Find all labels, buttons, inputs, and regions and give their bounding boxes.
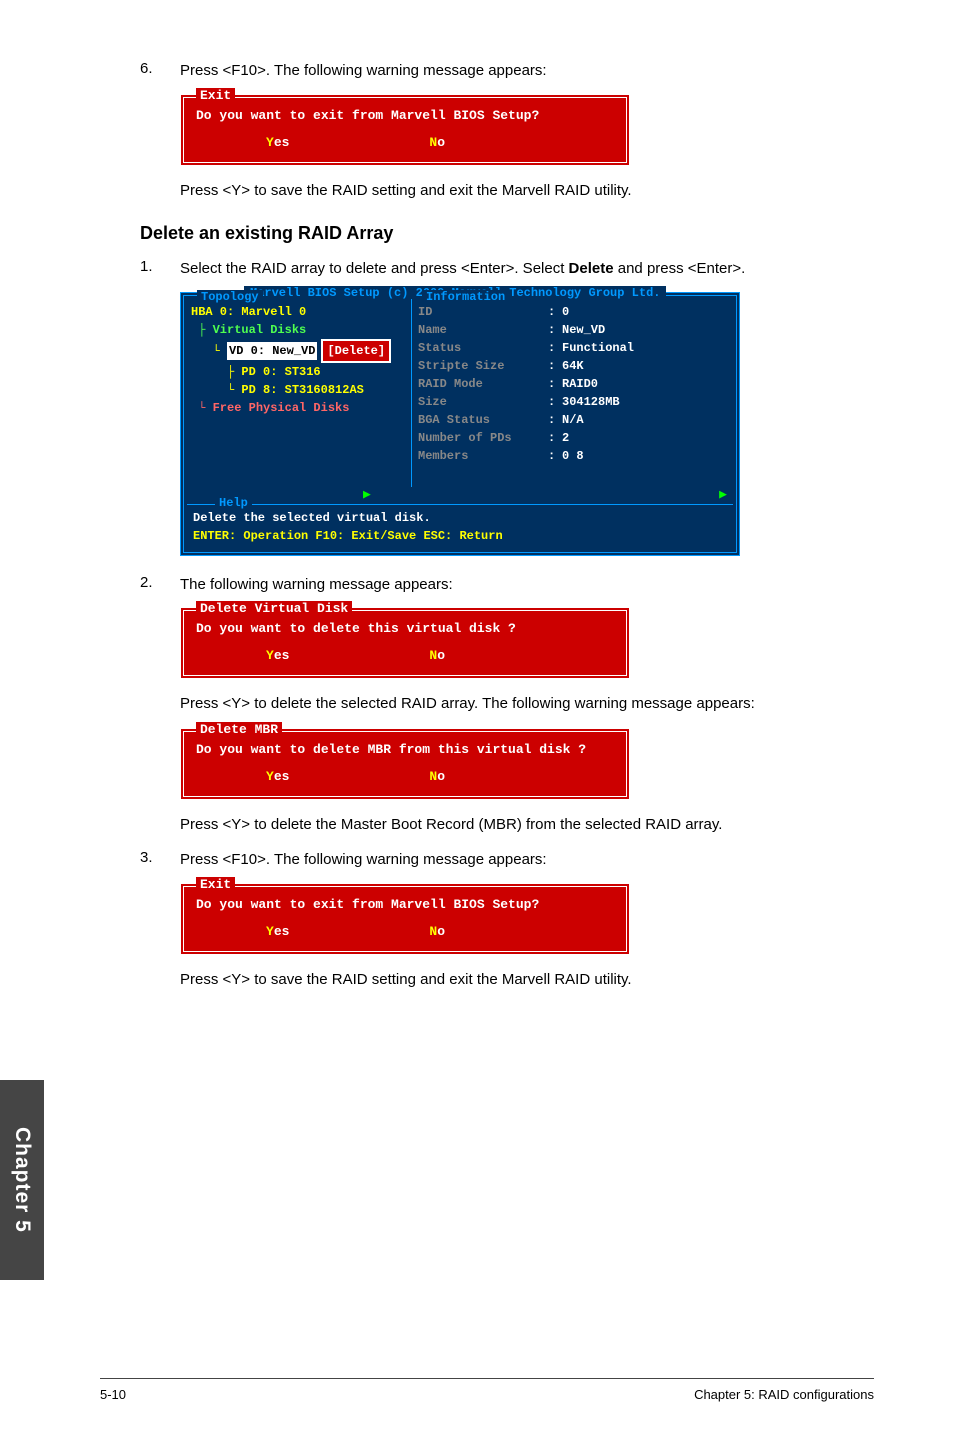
info-row: Number of PDs: 2: [418, 429, 727, 447]
help-panel: Help Delete the selected virtual disk. E…: [187, 504, 733, 549]
delete-popup[interactable]: [Delete]: [321, 339, 391, 363]
dialog-title: Exit: [196, 88, 235, 103]
info-row: Members: 0 8: [418, 447, 727, 465]
step-2-after2: Press <Y> to delete the Master Boot Reco…: [180, 816, 874, 833]
info-row: Name: New_VD: [418, 321, 727, 339]
no-option[interactable]: No: [429, 924, 445, 939]
chapter-label: Chapter 5: [10, 1127, 34, 1233]
help-text: Delete the selected virtual disk.: [193, 509, 727, 527]
step-number: 3.: [140, 849, 180, 871]
info-title: Information: [422, 290, 509, 304]
yes-option[interactable]: Yes: [266, 924, 289, 939]
info-row: Stripte Size: 64K: [418, 357, 727, 375]
no-option[interactable]: No: [429, 648, 445, 663]
exit-dialog-1: Exit Do you want to exit from Marvell BI…: [180, 94, 630, 166]
info-row: BGA Status: N/A: [418, 411, 727, 429]
step-number: 6.: [140, 60, 180, 82]
no-option[interactable]: No: [429, 769, 445, 784]
dialog-message: Do you want to delete this virtual disk …: [196, 621, 614, 636]
step-2: 2. The following warning message appears…: [140, 574, 874, 596]
page-footer: 5-10 Chapter 5: RAID configurations: [0, 1378, 954, 1402]
step-3: 3. Press <F10>. The following warning me…: [140, 849, 874, 871]
tree-vd0[interactable]: └ VD 0: New_VD[Delete]: [191, 339, 407, 363]
no-option[interactable]: No: [429, 135, 445, 150]
dialog-message: Do you want to delete MBR from this virt…: [196, 742, 614, 757]
arrow-right-icon: ▶: [719, 487, 727, 502]
topology-title: Topology: [197, 290, 263, 304]
dialog-title: Exit: [196, 877, 235, 892]
info-row: ID: 0: [418, 303, 727, 321]
topology-panel: Topology HBA 0: Marvell 0 ├ Virtual Disk…: [187, 299, 412, 487]
step-text: Select the RAID array to delete and pres…: [180, 258, 874, 280]
delete-vd-dialog: Delete Virtual Disk Do you want to delet…: [180, 607, 630, 679]
step-1: 1. Select the RAID array to delete and p…: [140, 258, 874, 280]
dialog-title: Delete Virtual Disk: [196, 601, 352, 616]
dialog-message: Do you want to exit from Marvell BIOS Se…: [196, 108, 614, 123]
step-text: Press <F10>. The following warning messa…: [180, 60, 874, 82]
section-title: Delete an existing RAID Array: [140, 223, 874, 244]
tree-hba[interactable]: HBA 0: Marvell 0: [191, 303, 407, 321]
tree-vdisks[interactable]: ├ Virtual Disks: [191, 321, 407, 339]
step-text: The following warning message appears:: [180, 574, 874, 596]
info-row: RAID Mode: RAID0: [418, 375, 727, 393]
arrow-right-icon: ▶: [363, 487, 371, 502]
yes-option[interactable]: Yes: [266, 648, 289, 663]
delete-mbr-dialog: Delete MBR Do you want to delete MBR fro…: [180, 728, 630, 800]
scroll-arrows: ▶ ▶: [187, 487, 733, 502]
page-content: 6. Press <F10>. The following warning me…: [0, 0, 954, 1044]
bios-setup-screen: Marvell BIOS Setup (c) 2009 Marvell Tech…: [180, 292, 740, 556]
chapter-tab: Chapter 5: [0, 1080, 44, 1280]
step-number: 2.: [140, 574, 180, 596]
step-text: Press <F10>. The following warning messa…: [180, 849, 874, 871]
information-panel: Information ID: 0Name: New_VDStatus: Fun…: [412, 299, 733, 487]
tree-pd0[interactable]: ├ PD 0: ST316: [191, 363, 407, 381]
chapter-title: Chapter 5: RAID configurations: [694, 1387, 874, 1402]
help-title: Help: [215, 496, 252, 510]
tree-free[interactable]: └ Free Physical Disks: [191, 399, 407, 417]
tree-pd8[interactable]: └ PD 8: ST3160812AS: [191, 381, 407, 399]
dialog-title: Delete MBR: [196, 722, 282, 737]
yes-option[interactable]: Yes: [266, 135, 289, 150]
info-row: Status: Functional: [418, 339, 727, 357]
step-number: 1.: [140, 258, 180, 280]
dialog-message: Do you want to exit from Marvell BIOS Se…: [196, 897, 614, 912]
step-3-after: Press <Y> to save the RAID setting and e…: [180, 971, 874, 988]
step-6-after: Press <Y> to save the RAID setting and e…: [180, 182, 874, 199]
exit-dialog-2: Exit Do you want to exit from Marvell BI…: [180, 883, 630, 955]
info-row: Size: 304128MB: [418, 393, 727, 411]
page-number: 5-10: [100, 1387, 126, 1402]
step-6: 6. Press <F10>. The following warning me…: [140, 60, 874, 82]
step-2-after: Press <Y> to delete the selected RAID ar…: [180, 695, 874, 712]
help-keys: ENTER: Operation F10: Exit/Save ESC: Ret…: [193, 527, 727, 545]
yes-option[interactable]: Yes: [266, 769, 289, 784]
